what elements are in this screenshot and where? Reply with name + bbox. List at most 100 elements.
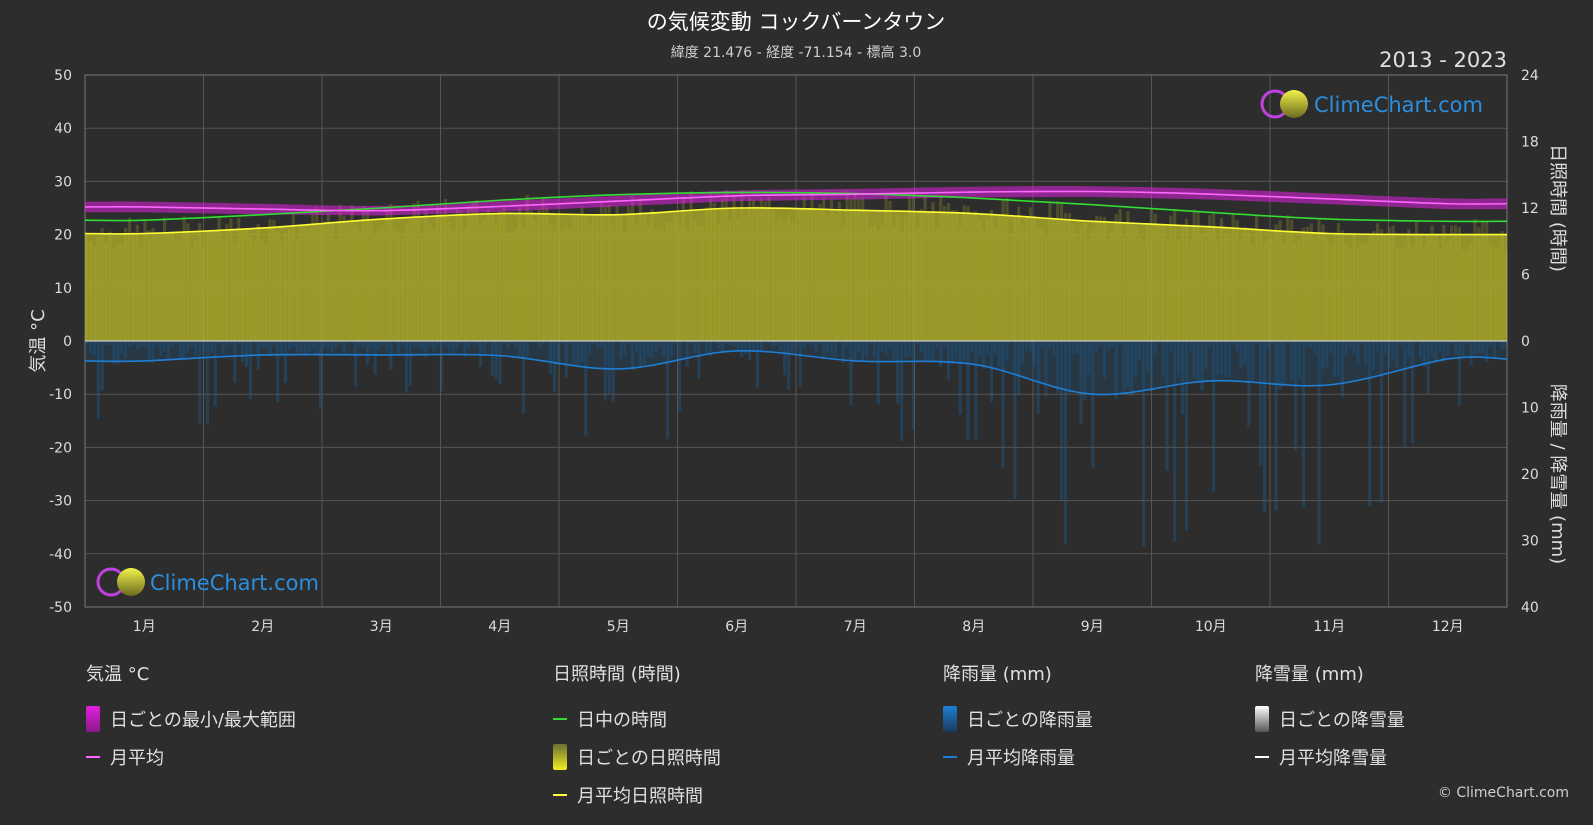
daily-rain-bar [116,341,120,364]
daily-rain-bar [943,341,947,346]
daily-rain-bar [634,341,639,353]
daily-rain-bar [553,341,557,393]
daily-rain-bar [1169,341,1173,352]
daily-rain-bar [1192,341,1196,378]
daily-rain-bar [670,341,674,357]
daily-rain-bar [135,341,139,350]
daily-rain-bar [818,341,822,345]
daily-rain-bar [120,341,124,355]
daily-rain-bar [783,341,787,375]
daily-rain-bar [166,341,171,360]
daily-rain-bar [502,341,506,343]
daily-rain-bar [1379,341,1383,503]
daily-rain-bar [1040,341,1044,348]
daily-rain-bar [276,341,280,403]
daily-rain-bar [1212,341,1216,492]
daily-rain-bar [420,341,424,351]
daily-rain-bar [888,341,892,349]
daily-rain-bar [1469,341,1473,366]
daily-rain-bar [315,341,319,355]
daily-rain-bar [143,341,147,347]
daily-rain-bar [1282,341,1286,387]
daily-rain-bar [997,341,1001,367]
daily-rain-bar [131,341,135,345]
daily-rain-bar [326,341,330,350]
daily-rain-bar [1071,341,1075,354]
y-left-tick-label: 20 [54,228,72,244]
daily-rain-bar [303,341,307,356]
legend: 気温 °C 日ごとの最小/最大範囲 月平均 日照時間 (時間) 日中の時間 日ご… [0,660,1593,820]
daily-rain-bar [904,341,908,358]
daily-rain-bar [950,341,954,365]
daily-rain-bar [287,341,291,351]
daily-rain-bar [790,341,795,353]
daily-rain-bar [127,341,132,347]
y-right-top-label: 日照時間 (時間) [1547,144,1568,272]
y-right-tick-label: 24 [1521,68,1539,84]
daily-rain-bar [471,341,475,343]
daily-rain-bar [705,341,709,354]
legend-item-temp-range: 日ごとの最小/最大範囲 [86,700,296,738]
daily-rain-bar [1465,341,1469,344]
daily-rain-bar [506,341,510,350]
y-left-label: 気温 °C [28,309,49,372]
daily-rain-bar [939,341,943,367]
daily-rain-bar [896,341,900,404]
daily-rain-bar [1473,341,1477,355]
logo-bottom: ClimeChart.com [96,567,319,597]
daily-rain-bar [178,341,182,360]
daily-rain-bar [849,341,853,406]
daily-rain-bar [358,341,362,347]
daily-rain-bar [572,341,576,364]
daily-rain-bar [322,341,327,348]
x-tick-label: 4月 [488,619,511,635]
daily-rain-bar [1106,341,1110,350]
y-right-bottom-label: 降雨量 / 降雪量 (mm) [1547,384,1568,564]
year-range: 2013 - 2023 [1379,48,1507,72]
logo-top: ClimeChart.com [1260,89,1483,119]
daily-rain-bar [1258,341,1263,466]
daily-rain-bar [1177,341,1181,375]
daily-rain-bar [291,341,295,349]
daily-rain-bar [623,341,627,355]
daily-rain-bar [1196,341,1200,384]
daily-rain-bar [416,341,420,349]
daily-rain-bar [299,341,303,353]
daily-rain-bar [1266,341,1270,349]
daily-rain-bar [1418,341,1422,358]
daily-rain-bar [1496,341,1500,343]
daily-rain-bar [697,341,701,379]
daily-rain-bar [1321,341,1325,370]
daily-rain-bar [720,341,724,353]
sunshine-swatch [553,744,567,770]
daily-rain-bar [525,341,529,357]
daily-rain-bar [677,341,681,412]
daily-rain-bar [482,341,486,356]
daily-rain-bar [1204,341,1208,370]
daily-rain-bar [1489,341,1493,347]
chart-subtitle: 緯度 21.476 - 経度 -71.154 - 標高 3.0 [671,44,922,61]
daily-rain-bar [244,341,249,368]
daily-rain-bar [650,341,654,359]
daily-rain-bar [1333,341,1337,378]
legend-label: 月平均降雪量 [1279,748,1387,769]
daily-rain-bar [627,341,631,344]
daily-rain-bar [1395,341,1399,368]
daily-rain-bar [1021,341,1025,365]
daily-rain-bar [1492,341,1497,359]
daily-rain-bar [1126,341,1130,388]
daily-rain-bar [377,341,381,350]
daily-rain-bar [1083,341,1087,401]
daily-rain-bar [1461,341,1465,357]
legend-temperature-header: 気温 °C [86,664,150,685]
daily-rain-bar [330,341,334,354]
daily-rain-bar [962,341,966,362]
daily-rain-bar [455,341,459,351]
daily-rain-bar [1063,341,1068,545]
y-left-tick-label: 40 [54,121,72,137]
x-tick-label: 2月 [251,619,274,635]
daily-rain-bar [1138,341,1142,362]
daily-rain-bar [1017,341,1021,396]
legend-rain-header: 降雨量 (mm) [943,664,1052,685]
daily-rain-bar [1036,341,1040,414]
